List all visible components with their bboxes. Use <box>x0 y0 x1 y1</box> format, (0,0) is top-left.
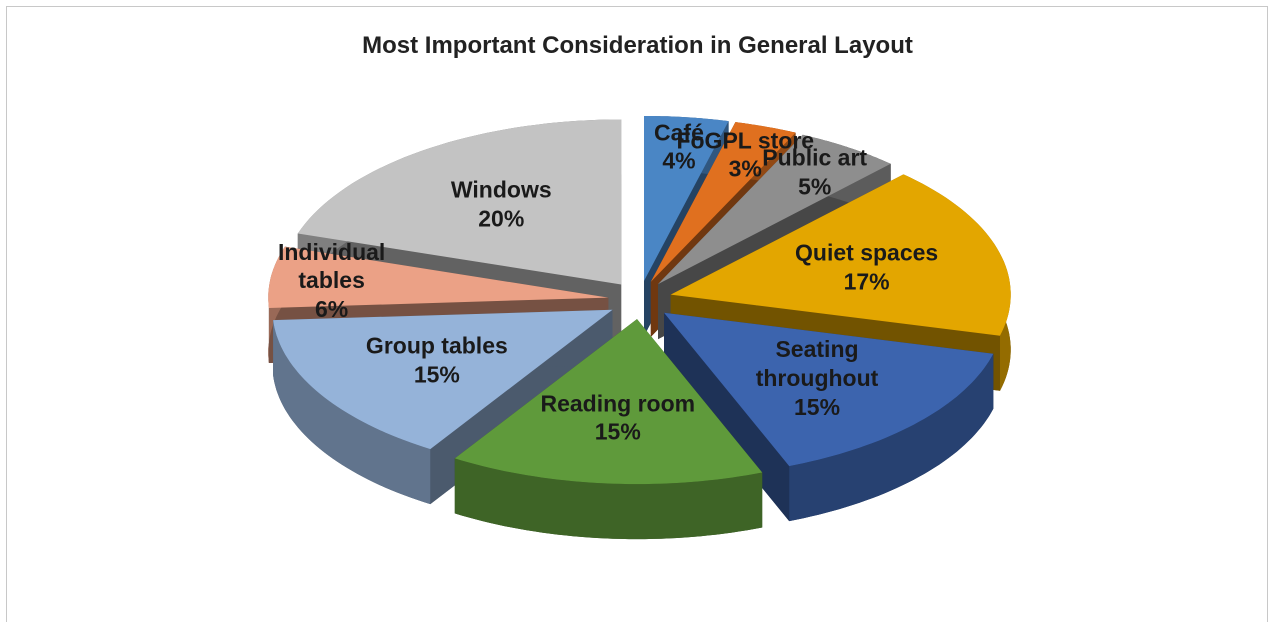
slice-name: Quiet spaces <box>795 239 939 266</box>
data-label: Reading room 15% <box>540 389 695 447</box>
slice-value: 3% <box>728 155 762 182</box>
slice-name: Individual tables <box>277 238 386 294</box>
slice-name: Windows <box>450 176 552 203</box>
slice-name: Seating throughout <box>755 336 879 391</box>
slice-value: 15% <box>793 393 841 420</box>
slice <box>268 246 609 308</box>
data-label: Group tables 15% <box>366 331 508 389</box>
slice-value: 15% <box>594 418 641 445</box>
slice-side <box>273 320 431 505</box>
slice <box>664 312 994 467</box>
slice-name: Reading room <box>540 389 696 416</box>
slice <box>650 122 796 282</box>
slice <box>644 116 729 281</box>
slice-side <box>789 353 994 522</box>
slice-name: FoGPL store <box>676 126 815 153</box>
slice-name: Group tables <box>365 332 508 359</box>
slice-name: Public art <box>762 144 868 171</box>
slice-value: 4% <box>662 147 696 174</box>
data-label: Seating throughout 15% <box>737 335 897 421</box>
slice <box>273 309 613 450</box>
slice-name: Café <box>654 118 704 145</box>
slice-value: 6% <box>315 296 349 322</box>
data-label: Windows 20% <box>451 176 552 234</box>
chart-frame <box>6 6 1268 622</box>
data-label: Public art 5% <box>762 143 867 201</box>
data-label: FoGPL store 3% <box>676 126 814 184</box>
slice <box>454 319 763 485</box>
slice <box>454 319 763 540</box>
data-label: Individual tables 6% <box>252 238 412 324</box>
chart-title: Most Important Consideration in General … <box>362 32 913 59</box>
slice-value: 20% <box>478 205 525 232</box>
slice <box>658 134 891 285</box>
slice-value: 5% <box>798 173 832 200</box>
data-label: Café 4% <box>654 118 704 176</box>
slice-side <box>454 458 763 540</box>
slice <box>670 174 1011 336</box>
slice-value: 15% <box>413 361 460 388</box>
slice-value: 17% <box>843 268 890 295</box>
data-label: Quiet spaces 17% <box>795 238 938 296</box>
slice <box>297 119 622 285</box>
